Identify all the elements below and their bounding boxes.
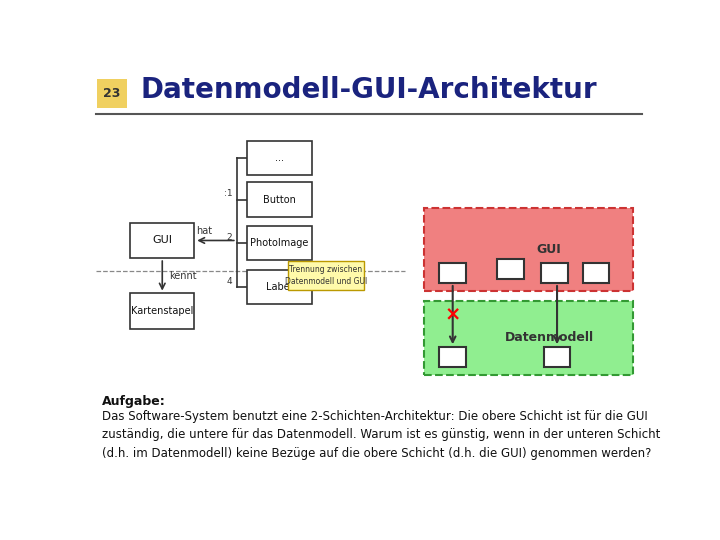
Text: hat: hat	[196, 226, 212, 236]
FancyBboxPatch shape	[497, 259, 523, 279]
Text: 23: 23	[103, 87, 120, 100]
FancyBboxPatch shape	[248, 270, 312, 304]
FancyBboxPatch shape	[439, 347, 466, 367]
Text: Button: Button	[263, 194, 296, 205]
FancyBboxPatch shape	[130, 294, 194, 329]
FancyBboxPatch shape	[248, 141, 312, 175]
Text: 4: 4	[227, 276, 233, 286]
FancyBboxPatch shape	[130, 223, 194, 258]
FancyBboxPatch shape	[248, 183, 312, 217]
Text: GUI: GUI	[152, 235, 172, 246]
FancyBboxPatch shape	[423, 208, 633, 292]
FancyBboxPatch shape	[544, 347, 570, 367]
Text: Trennung zwischen
Datenmodell und GUI: Trennung zwischen Datenmodell und GUI	[285, 265, 367, 286]
Text: ×: ×	[444, 306, 461, 325]
Text: Datenmodell-GUI-Architektur: Datenmodell-GUI-Architektur	[140, 76, 598, 104]
Text: Kartenstapel: Kartenstapel	[131, 306, 194, 316]
Text: Datenmodell: Datenmodell	[505, 332, 594, 345]
Text: 2: 2	[227, 233, 233, 242]
FancyBboxPatch shape	[439, 263, 466, 283]
FancyBboxPatch shape	[582, 263, 610, 283]
FancyBboxPatch shape	[423, 301, 633, 375]
Text: kennt: kennt	[169, 271, 197, 281]
Text: Label: Label	[266, 282, 293, 292]
FancyBboxPatch shape	[541, 263, 567, 283]
Text: GUI: GUI	[537, 244, 562, 256]
Text: Aufgabe:: Aufgabe:	[102, 395, 166, 408]
Text: Das Software-System benutzt eine 2-Schichten-Architektur: Die obere Schicht ist : Das Software-System benutzt eine 2-Schic…	[102, 410, 661, 460]
FancyBboxPatch shape	[96, 78, 127, 109]
Text: :1: :1	[225, 189, 233, 198]
FancyBboxPatch shape	[288, 261, 364, 290]
Text: PhotoImage: PhotoImage	[251, 238, 309, 248]
Text: ...: ...	[275, 153, 284, 163]
FancyBboxPatch shape	[248, 226, 312, 260]
